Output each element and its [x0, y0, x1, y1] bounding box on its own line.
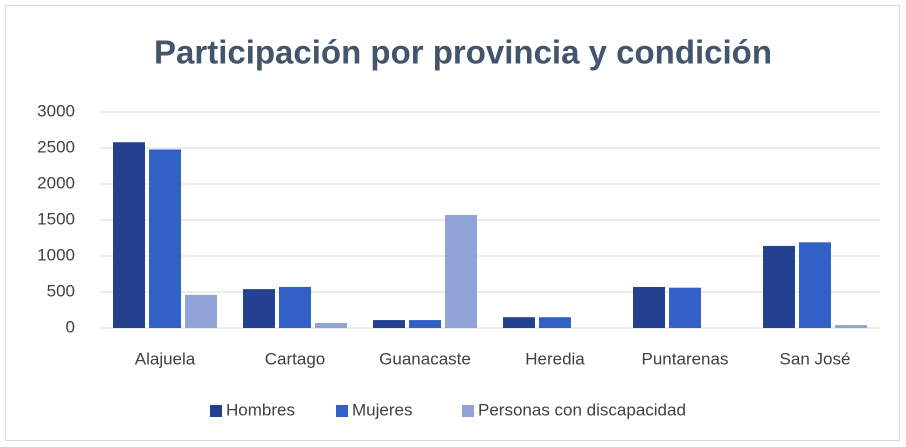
x-tick-label: Alajuela: [135, 349, 196, 368]
x-tick-label: San José: [780, 349, 851, 368]
chart-title: Participación por provincia y condición: [154, 34, 772, 71]
x-tick-label: Heredia: [525, 349, 585, 368]
legend-swatch: [462, 405, 474, 417]
y-tick-label: 3000: [37, 101, 75, 120]
bar: [315, 322, 347, 328]
bar: [445, 214, 477, 328]
bar: [633, 286, 665, 328]
bar: [763, 245, 795, 328]
legend-swatch: [336, 405, 348, 417]
bar: [503, 317, 535, 328]
x-tick-label: Puntarenas: [642, 349, 729, 368]
bar: [113, 142, 145, 328]
legend-swatch: [210, 405, 222, 417]
x-tick-label: Guanacaste: [379, 349, 471, 368]
bar: [539, 317, 571, 328]
bar: [669, 287, 701, 328]
x-tick-label: Cartago: [265, 349, 325, 368]
y-tick-label: 1000: [37, 245, 75, 264]
bar: [243, 289, 275, 328]
legend-label: Personas con discapacidad: [478, 400, 686, 419]
bar: [149, 149, 181, 328]
bar: [373, 320, 405, 328]
y-tick-label: 2000: [37, 173, 75, 192]
bar: [799, 242, 831, 328]
bar: [279, 286, 311, 328]
y-tick-label: 500: [47, 281, 75, 300]
y-tick-label: 0: [66, 317, 75, 336]
legend-label: Mujeres: [352, 400, 412, 419]
y-tick-label: 2500: [37, 137, 75, 156]
bar: [835, 325, 867, 328]
y-tick-label: 1500: [37, 209, 75, 228]
bar: [409, 320, 441, 328]
bar: [185, 294, 217, 328]
legend-label: Hombres: [226, 400, 295, 419]
